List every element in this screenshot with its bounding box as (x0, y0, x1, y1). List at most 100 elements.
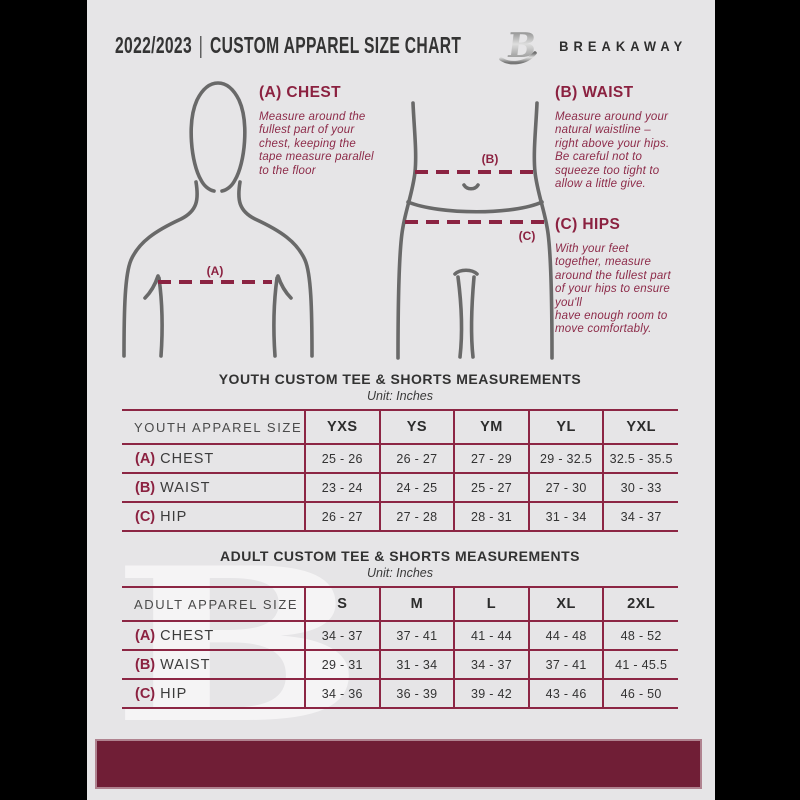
cell-value: 25 - 27 (453, 473, 529, 503)
figure-left-side (396, 101, 418, 360)
column-header: YL (527, 410, 604, 445)
size-chart-page: B 2022/2023 | CUSTOM APPAREL SIZE CHART B (87, 0, 715, 800)
cell-value: 29 - 32.5 (527, 444, 604, 474)
chest-instruction: (A) CHEST Measure around the fullest par… (259, 84, 427, 178)
figure-crotch (453, 268, 479, 276)
cell-value: 39 - 42 (453, 679, 529, 709)
hips-instruction-heading: (C) HIPS (555, 216, 621, 233)
page-title: 2022/2023 | CUSTOM APPAREL SIZE CHART (115, 32, 461, 59)
waist-instruction-heading: (B) WAIST (555, 84, 634, 101)
row-label: (A) CHEST (122, 444, 305, 474)
column-header: YM (453, 410, 529, 445)
figure-hip-crease (406, 200, 544, 214)
breakaway-b-icon: B (499, 26, 539, 66)
figure-left-torso (157, 276, 164, 358)
cell-value: 36 - 39 (378, 679, 455, 709)
cell-value: 41 - 44 (453, 621, 529, 651)
column-header: YOUTH APPAREL SIZE (122, 410, 305, 445)
footer-accent-bar (95, 739, 702, 789)
row-label: (A) CHEST (122, 621, 305, 651)
figure-right-inner-leg (469, 275, 476, 359)
svg-text:B: B (505, 26, 539, 66)
cell-value: 44 - 48 (527, 621, 604, 651)
brand-logo: B BREAKAWAY (497, 24, 687, 68)
cell-value: 26 - 27 (304, 502, 380, 532)
table-row-waist: (B) WAIST 29 - 31 31 - 34 34 - 37 37 - 41… (122, 650, 678, 680)
table-row-hip: (C) HIP 26 - 27 27 - 28 28 - 31 31 - 34 3… (122, 502, 678, 532)
row-label: (B) WAIST (122, 650, 305, 680)
brand-name: BREAKAWAY (558, 38, 687, 54)
column-header: M (378, 587, 455, 622)
adult-table-header-row: ADULT APPAREL SIZE S M L XL 2XL (122, 587, 678, 622)
table-row-waist: (B) WAIST 23 - 24 24 - 25 25 - 27 27 - 30… (122, 473, 678, 503)
column-header: YXL (602, 410, 678, 445)
cell-value: 27 - 30 (527, 473, 604, 503)
hip-line-label: (C) (519, 229, 536, 243)
waist-line-label: (B) (482, 152, 499, 166)
chest-line-label: (A) (207, 264, 224, 278)
figure-right-torso (272, 276, 279, 358)
cell-value: 43 - 46 (527, 679, 604, 709)
figure-left-inner-leg (456, 275, 464, 359)
title-year: 2022/2023 (115, 32, 192, 58)
title-divider: | (198, 32, 204, 58)
row-label: (C) HIP (122, 679, 305, 709)
cell-value: 27 - 28 (378, 502, 455, 532)
waist-hip-figure-illustration: (B) (C) (396, 101, 554, 360)
figure-head-outline (189, 81, 247, 193)
table-row-hip: (C) HIP 34 - 36 36 - 39 39 - 42 43 - 46 4… (122, 679, 678, 709)
figure-right-side (532, 101, 554, 360)
youth-size-table: YOUTH APPAREL SIZE YXS YS YM YL YXL (A) C… (122, 409, 678, 532)
table-row-chest: (A) CHEST 25 - 26 26 - 27 27 - 29 29 - 32… (122, 444, 678, 474)
column-header: YS (378, 410, 455, 445)
cell-value: 37 - 41 (527, 650, 604, 680)
column-header: XL (527, 587, 604, 622)
cell-value: 30 - 33 (602, 473, 678, 503)
cell-value: 23 - 24 (304, 473, 380, 503)
cell-value: 34 - 37 (304, 621, 380, 651)
figure-right-shoulder-arm (237, 180, 314, 358)
cell-value: 34 - 37 (602, 502, 678, 532)
column-header: L (453, 587, 529, 622)
cell-value: 28 - 31 (453, 502, 529, 532)
cell-value: 32.5 - 35.5 (602, 444, 678, 474)
header: 2022/2023 | CUSTOM APPAREL SIZE CHART B BR… (115, 24, 687, 68)
adult-unit-label: Unit: Inches (366, 566, 433, 580)
cell-value: 24 - 25 (378, 473, 455, 503)
cell-value: 48 - 52 (602, 621, 678, 651)
cell-value: 34 - 36 (304, 679, 380, 709)
cell-value: 41 - 45.5 (602, 650, 678, 680)
hips-instruction-body: With your feet together, measure around … (555, 243, 671, 336)
table-row-chest: (A) CHEST 34 - 37 37 - 41 41 - 44 44 - 48… (122, 621, 678, 651)
cell-value: 29 - 31 (304, 650, 380, 680)
hips-instruction: (C) HIPS With your feet together, measur… (555, 216, 713, 337)
adult-section-title: ADULT CUSTOM TEE & SHORTS MEASUREMENTS (220, 548, 580, 564)
adult-size-table: ADULT APPAREL SIZE S M L XL 2XL (A) CHEST… (122, 586, 678, 709)
column-header: S (304, 587, 380, 622)
figure-left-armpit (143, 274, 160, 300)
youth-unit-label: Unit: Inches (366, 389, 433, 403)
figure-right-armpit (276, 274, 293, 300)
youth-table-header-row: YOUTH APPAREL SIZE YXS YS YM YL YXL (122, 410, 678, 445)
row-label: (C) HIP (122, 502, 305, 532)
cell-value: 46 - 50 (602, 679, 678, 709)
cell-value: 27 - 29 (453, 444, 529, 474)
cell-value: 31 - 34 (378, 650, 455, 680)
column-header: ADULT APPAREL SIZE (122, 587, 305, 622)
title-text: CUSTOM APPAREL SIZE CHART (210, 32, 462, 58)
chest-instruction-body: Measure around the fullest part of your … (259, 111, 374, 177)
cell-value: 25 - 26 (304, 444, 380, 474)
youth-section-title: YOUTH CUSTOM TEE & SHORTS MEASUREMENTS (218, 371, 582, 387)
waist-instruction: (B) WAIST Measure around your natural wa… (555, 84, 713, 191)
row-label: (B) WAIST (122, 473, 305, 503)
cell-value: 26 - 27 (378, 444, 455, 474)
cell-value: 31 - 34 (527, 502, 604, 532)
waist-instruction-body: Measure around your natural waistline – … (555, 111, 670, 191)
cell-value: 34 - 37 (453, 650, 529, 680)
chest-figure-illustration: (A) (122, 81, 314, 358)
column-header: YXS (304, 410, 380, 445)
figure-left-shoulder-arm (122, 180, 199, 358)
figure-navel (462, 183, 480, 191)
column-header: 2XL (602, 587, 678, 622)
cell-value: 37 - 41 (378, 621, 455, 651)
